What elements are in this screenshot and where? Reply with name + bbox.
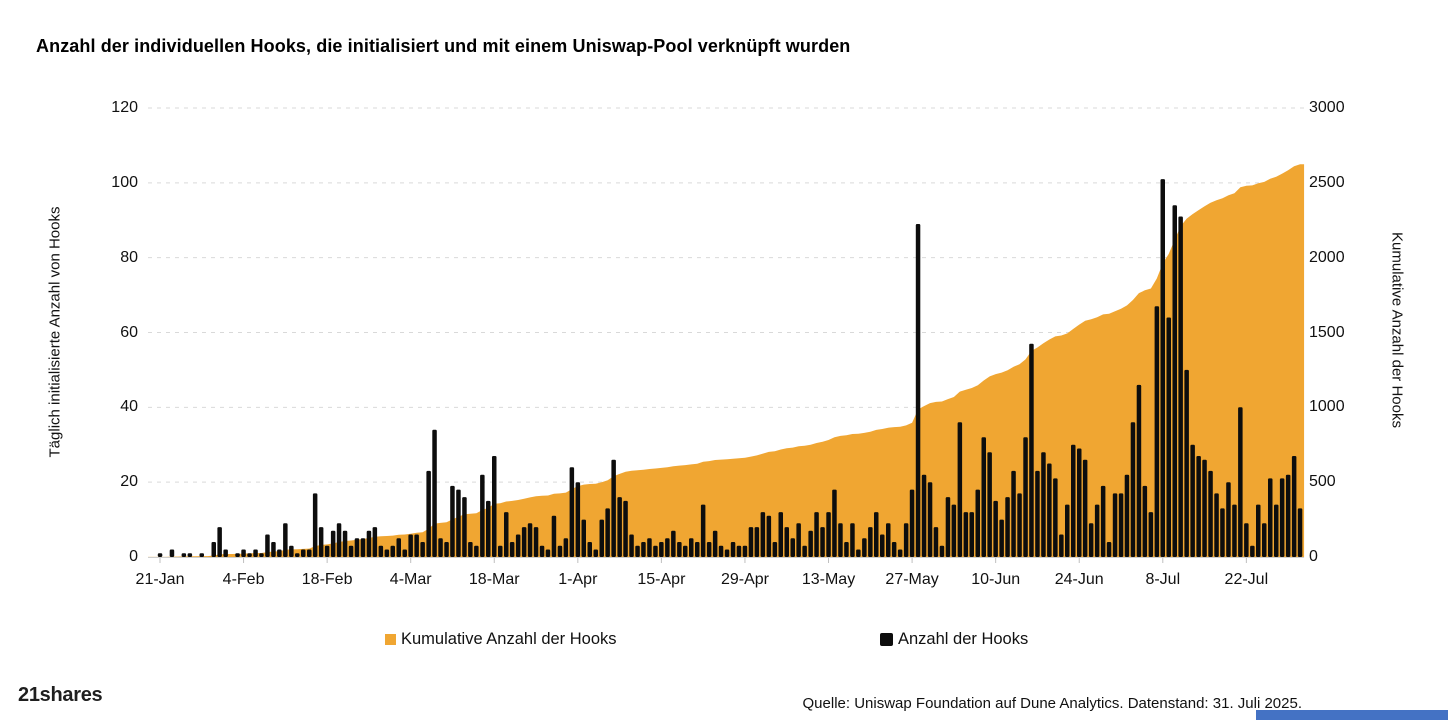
y-right-tick-label: 0 (1309, 548, 1318, 565)
y-right-tick-label: 3000 (1309, 99, 1345, 116)
source-note: Quelle: Uniswap Foundation auf Dune Anal… (802, 695, 1302, 712)
x-tick-label: 29-Apr (720, 571, 769, 588)
x-tick-label: 21-Jan (135, 571, 185, 588)
legend-item-cumulative: Kumulative Anzahl der Hooks (385, 630, 617, 649)
y-left-tick-label: 40 (120, 398, 138, 416)
y-axis-left-title: Täglich initialisierte Anzahl von Hooks (46, 206, 64, 458)
x-tick-label: 10-Jun (971, 571, 1021, 588)
x-tick-label: 27-May (885, 571, 939, 588)
y-left-tick-label: 20 (120, 473, 138, 491)
x-tick-label: 4-Mar (389, 571, 432, 588)
legend-label-cumulative: Kumulative Anzahl der Hooks (401, 630, 617, 648)
y-right-tick-label: 1000 (1309, 398, 1345, 416)
x-tick-label: 1-Apr (558, 571, 598, 588)
brand-logo: 21shares (18, 684, 103, 706)
x-tick-label: 18-Mar (468, 571, 520, 588)
y-right-tick-label: 2000 (1309, 248, 1345, 266)
y-right-tick-label: 2500 (1309, 173, 1345, 191)
y-left-tick-label: 0 (129, 548, 138, 565)
y-axis-right-title: Kumulative Anzahl der Hooks (1388, 232, 1406, 428)
y-right-tick-label: 500 (1309, 473, 1336, 491)
x-tick-label: 24-Jun (1054, 571, 1104, 588)
page-title: Anzahl der individuellen Hooks, die init… (36, 36, 851, 56)
y-left-tick-label: 80 (120, 248, 138, 266)
legend-swatch-daily-icon (880, 633, 893, 646)
x-tick-label: 8-Jul (1145, 571, 1181, 588)
y-left-tick-label: 120 (111, 99, 138, 116)
y-left-tick-label: 100 (111, 173, 138, 191)
y-left-tick-label: 60 (120, 323, 138, 341)
x-tick-label: 15-Apr (637, 571, 686, 588)
y-right-tick-label: 1500 (1309, 323, 1345, 341)
x-tick-label: 22-Jul (1224, 571, 1269, 588)
legend-item-daily: Anzahl der Hooks (880, 630, 1028, 649)
x-tick-label: 13-May (801, 571, 856, 588)
legend-label-daily: Anzahl der Hooks (898, 630, 1029, 648)
x-tick-label: 18-Feb (301, 571, 353, 588)
x-tick-label: 4-Feb (222, 571, 265, 588)
bottom-accent-bar (1256, 710, 1448, 720)
legend-swatch-cumulative-icon (385, 634, 396, 645)
